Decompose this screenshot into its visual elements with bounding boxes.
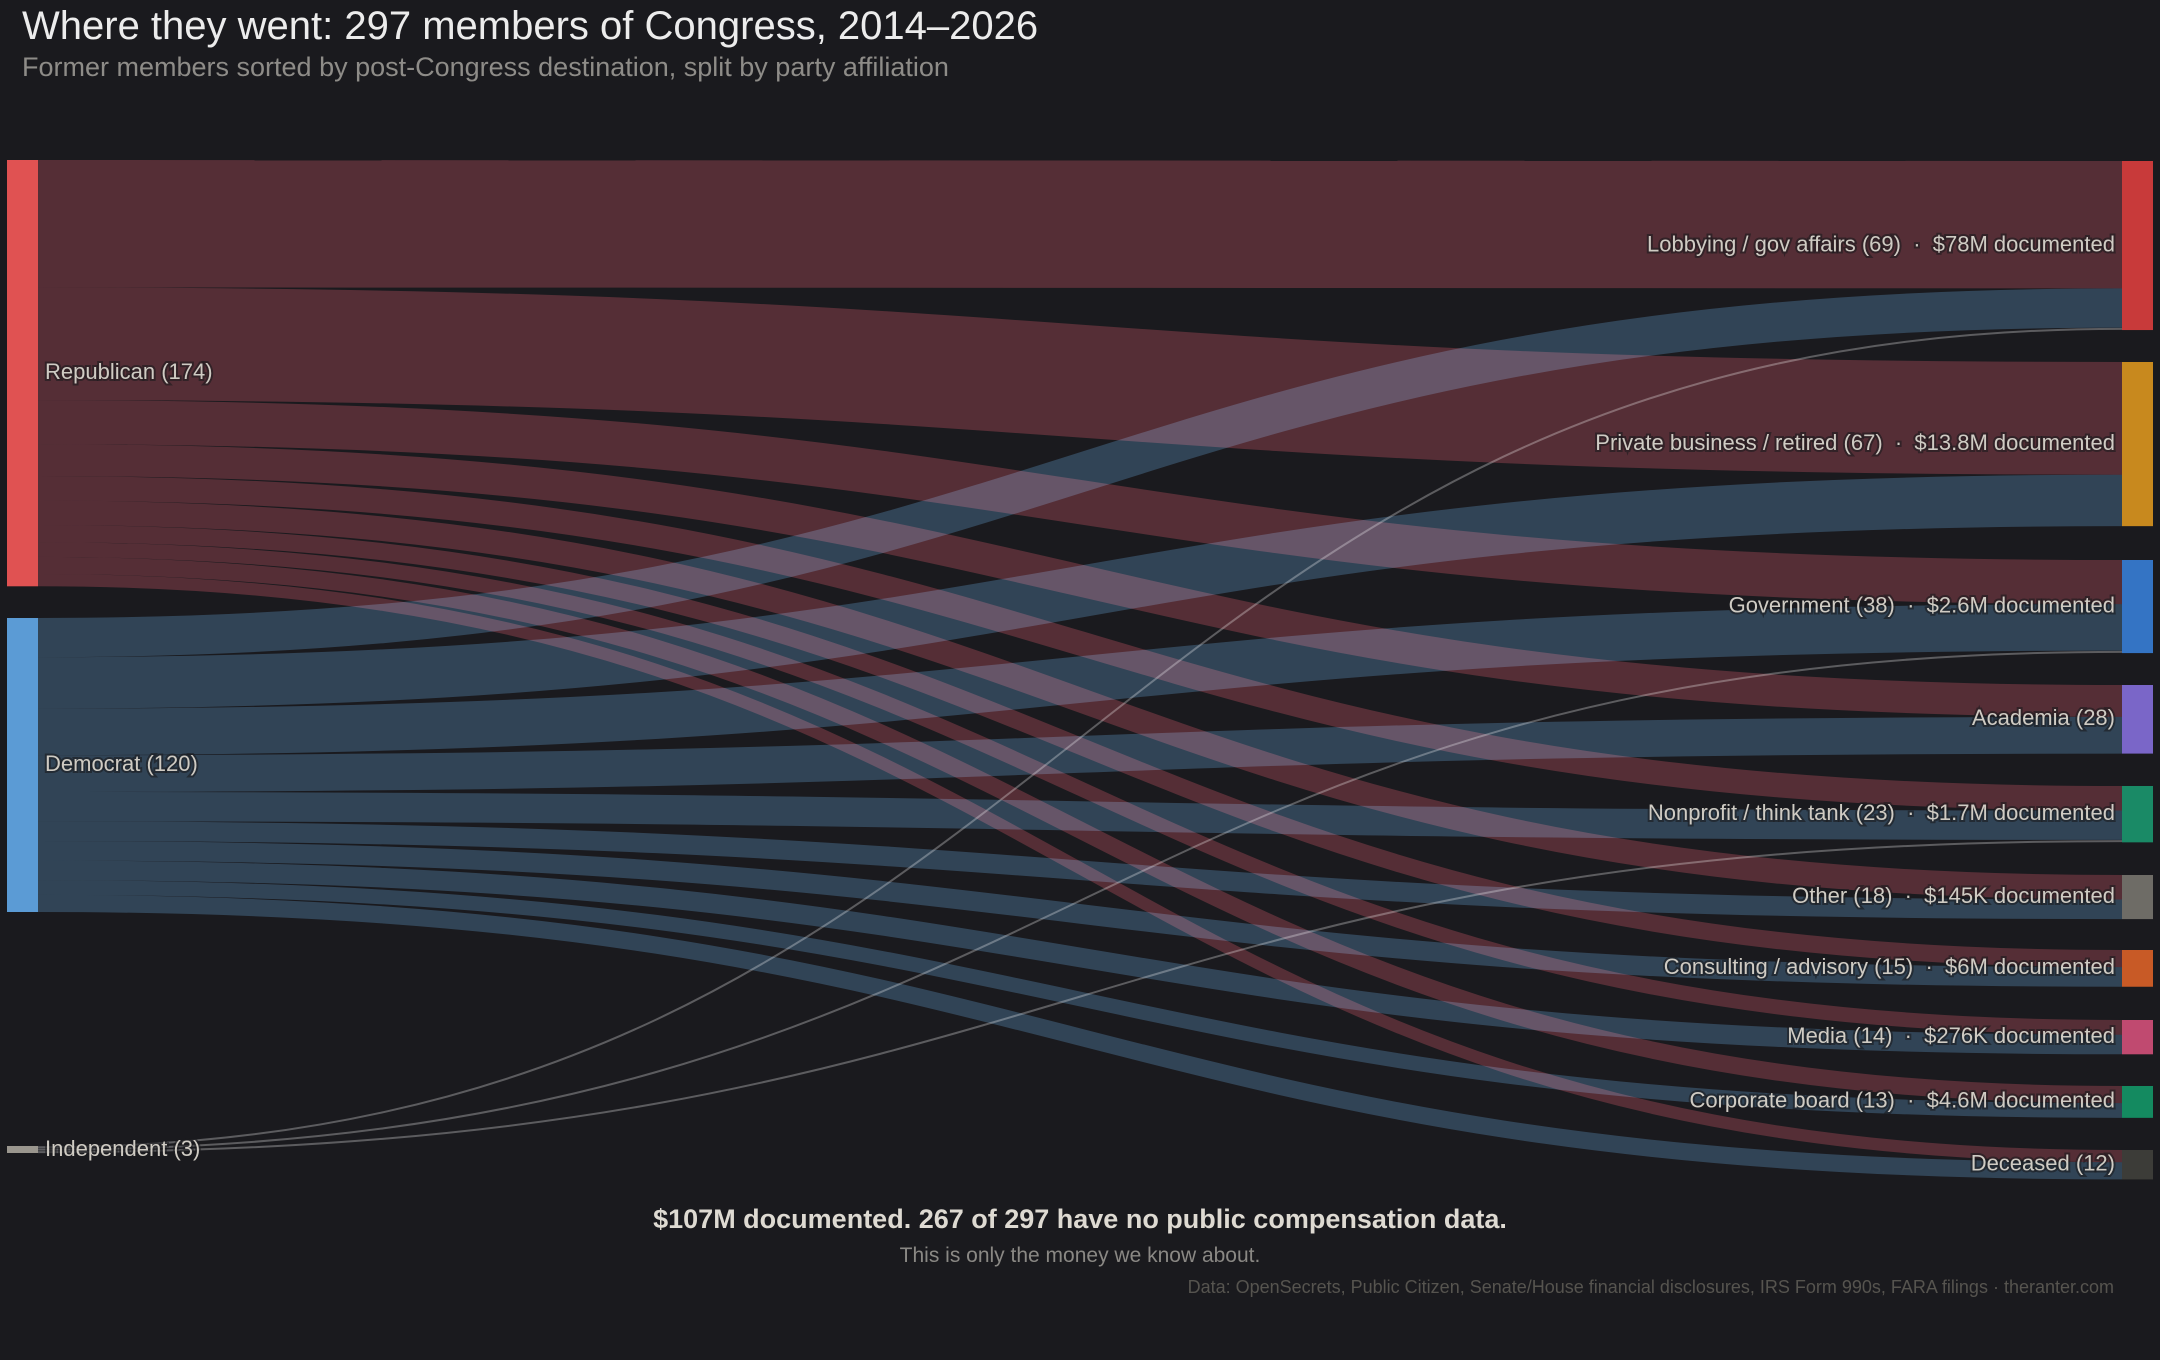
node-government xyxy=(2122,560,2153,654)
node-private xyxy=(2122,362,2153,527)
node-other xyxy=(2122,875,2153,920)
link-R-government xyxy=(37,400,2123,605)
link-I-government xyxy=(37,650,2123,1151)
node-label-I: Independent (3) xyxy=(45,1136,200,1161)
node-media xyxy=(2122,1020,2153,1055)
link-R-nonprofit xyxy=(37,476,2123,811)
link-D-other xyxy=(37,821,2123,920)
link-D-nonprofit xyxy=(37,791,2123,840)
link-I-lobbying xyxy=(37,327,2123,1149)
node-label-corporate: Corporate board (13) · $4.6M documented xyxy=(1689,1088,2115,1113)
node-D xyxy=(7,618,38,912)
links xyxy=(37,160,2123,1180)
footer-headline: $107M documented. 267 of 297 have no pub… xyxy=(653,1204,1507,1234)
link-R-media xyxy=(37,542,2123,1035)
link-D-deceased xyxy=(37,894,2123,1180)
node-R xyxy=(7,160,38,587)
node-label-government: Government (38) · $2.6M documented xyxy=(1729,592,2115,617)
node-label-media: Media (14) · $276K documented xyxy=(1787,1023,2115,1048)
chart-title: Where they went: 297 members of Congress… xyxy=(22,4,1039,48)
node-nonprofit xyxy=(2122,786,2153,843)
link-D-academia xyxy=(37,716,2123,792)
link-D-government xyxy=(37,604,2123,756)
node-label-consulting: Consulting / advisory (15) · $6M documen… xyxy=(1664,954,2115,979)
source-credit: Data: OpenSecrets, Public Citizen, Senat… xyxy=(1187,1277,2114,1297)
link-I-nonprofit xyxy=(37,840,2123,1154)
node-label-lobbying: Lobbying / gov affairs (69) · $78M docum… xyxy=(1647,231,2115,256)
footer-note: This is only the money we know about. xyxy=(899,1244,1261,1267)
link-D-private xyxy=(37,474,2123,709)
node-corporate xyxy=(2122,1086,2153,1118)
link-R-private xyxy=(37,287,2123,475)
node-academia xyxy=(2122,685,2153,754)
node-I xyxy=(7,1146,38,1153)
node-deceased xyxy=(2122,1150,2153,1180)
node-label-private: Private business / retired (67) · $13.8M… xyxy=(1595,430,2115,455)
node-consulting xyxy=(2122,950,2153,987)
node-label-nonprofit: Nonprofit / think tank (23) · $1.7M docu… xyxy=(1648,800,2115,825)
chart-subtitle: Former members sorted by post-Congress d… xyxy=(22,52,949,82)
node-lobbying xyxy=(2122,161,2153,331)
link-D-corporate xyxy=(37,880,2123,1118)
node-label-D: Democrat (120) xyxy=(45,751,198,776)
link-D-lobbying xyxy=(37,288,2123,658)
sankey-diagram: Republican (174) Democrat (120) Independen… xyxy=(7,160,2153,1180)
node-label-R: Republican (174) xyxy=(45,359,213,384)
node-label-other: Other (18) · $145K documented xyxy=(1792,883,2115,908)
link-R-lobbying xyxy=(37,160,2123,289)
link-D-media xyxy=(37,860,2123,1055)
node-label-academia: Academia (28) xyxy=(1972,705,2115,730)
link-D-consulting xyxy=(37,840,2123,987)
node-label-deceased: Deceased (12) xyxy=(1971,1151,2115,1176)
